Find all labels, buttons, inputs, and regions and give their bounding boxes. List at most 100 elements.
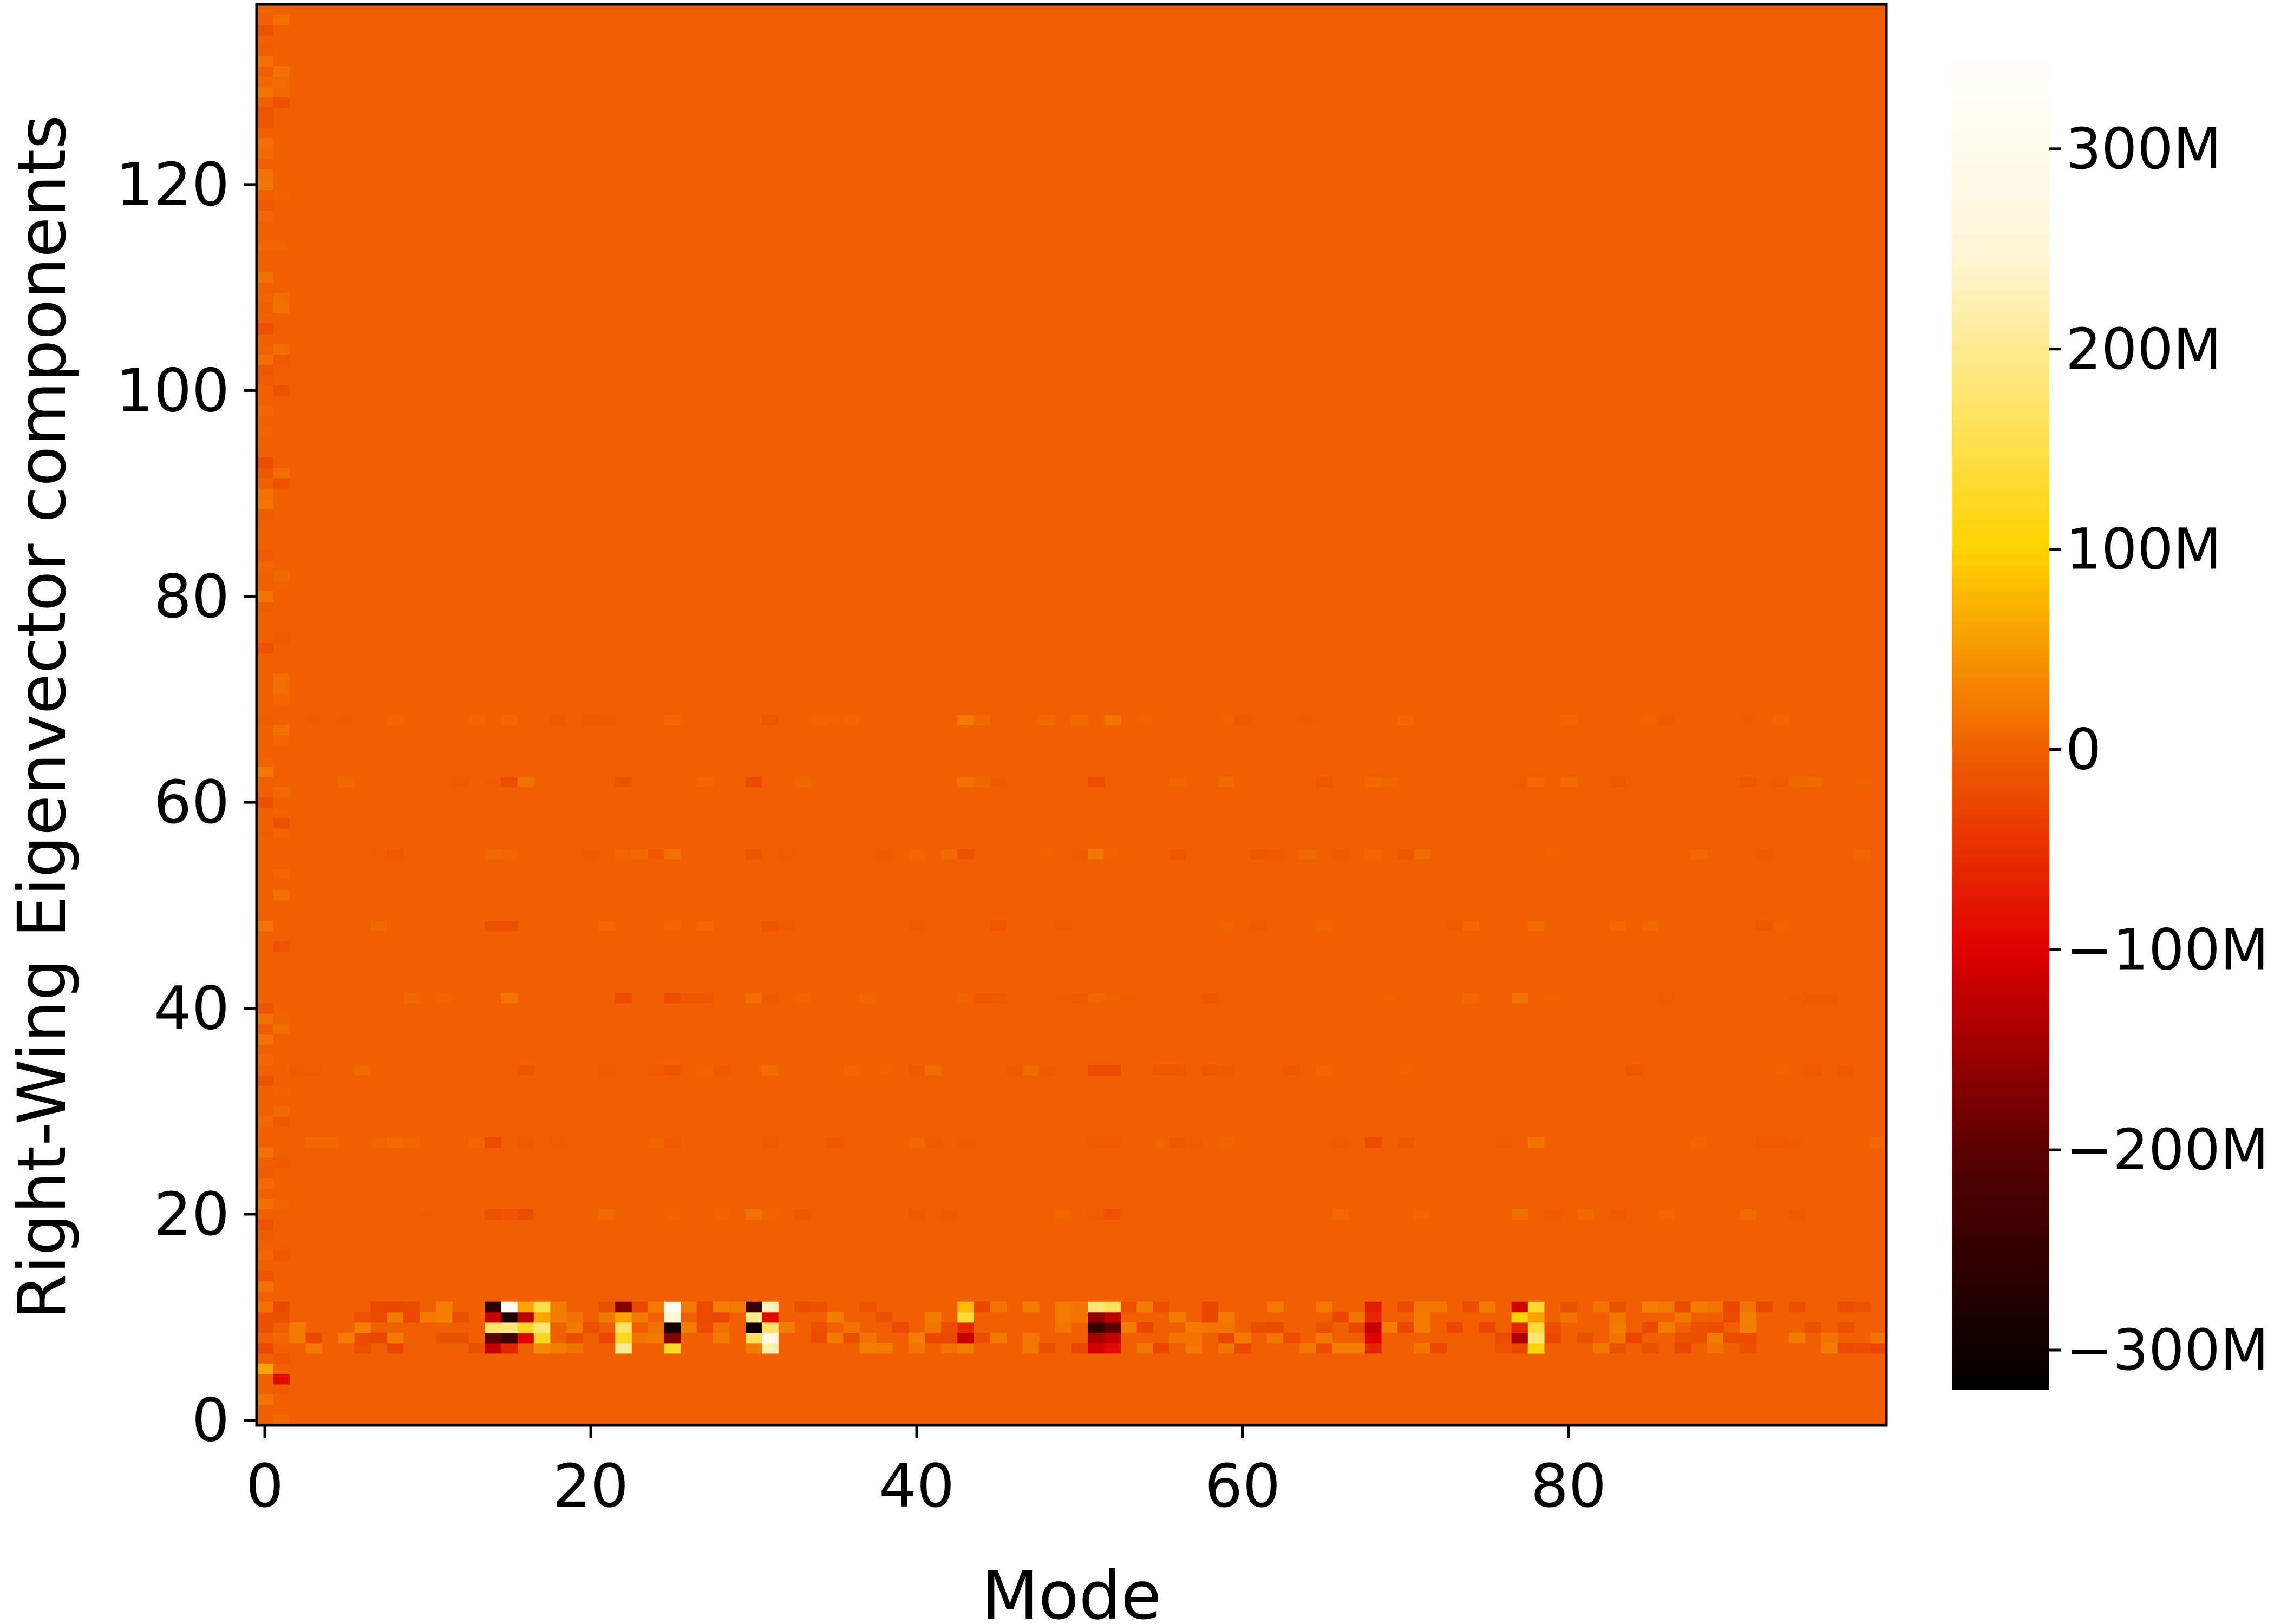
heatmap-cell [1088,848,1105,860]
heatmap-cell [859,1343,877,1354]
heatmap-cell [1153,1065,1170,1076]
heatmap-cell [1658,1301,1675,1313]
heatmap-cell [941,1343,958,1354]
heatmap-cell [403,1301,420,1313]
heatmap-cell [827,1312,844,1323]
heatmap-cell [1088,1209,1105,1220]
heatmap-cell [1234,1343,1251,1354]
heatmap-cell [1201,1312,1219,1323]
heatmap-cell [370,1312,388,1323]
colorbar-axis: −300M −200M −100M 0 100M 200M 300M [2049,116,2269,1383]
heatmap-cell [1414,1312,1430,1323]
heatmap-cell [354,1322,371,1333]
heatmap-cell [957,776,974,788]
heatmap-cell [1740,776,1756,788]
heatmap-cell [1821,1343,1838,1354]
heatmap-cell [273,673,290,684]
heatmap-cell [1071,1312,1088,1323]
heatmap-cell [1430,1343,1447,1354]
heatmap-cell [957,1137,974,1148]
heatmap-cell [273,581,290,592]
heatmap-cell [289,1322,306,1333]
heatmap-cell [1527,1137,1545,1148]
heatmap-cell [811,715,828,726]
heatmap-cell [1430,1301,1447,1313]
heatmap-cell [1299,1343,1317,1354]
heatmap-cell [1364,1343,1382,1354]
heatmap-cell [257,1219,273,1230]
heatmap-cell [1104,1209,1121,1220]
heatmap-cell [1788,1137,1806,1148]
heatmap-cell [1185,1332,1203,1344]
heatmap-cell [1251,920,1267,932]
heatmap-cell [1853,1343,1871,1354]
heatmap-cell [664,1301,681,1313]
heatmap-cell [1071,715,1088,726]
heatmap-cell [501,776,518,788]
heatmap-cell [1088,1332,1105,1344]
heatmap-cell [1185,1343,1203,1354]
heatmap-cell [957,1332,974,1344]
heatmap-cell [1837,1301,1854,1313]
heatmap-cell [273,66,290,77]
heatmap-cell [1071,1301,1088,1313]
heatmap-cell [746,1322,762,1333]
heatmap-cell [273,1013,290,1024]
heatmap-cell [1234,1332,1251,1344]
heatmap-cell [485,1209,502,1220]
heatmap-cell [338,1332,355,1344]
heatmap-cell [696,920,714,932]
heatmap-cell [257,1312,273,1323]
heatmap-cell [1609,920,1626,932]
heatmap-cell [1201,1065,1219,1076]
heatmap-cell [1022,1343,1040,1354]
heatmap-cell [257,303,273,314]
heatmap-cell [550,1343,567,1354]
heatmap-cell [1658,715,1675,726]
heatmap-cell [957,993,974,1004]
heatmap-cell [762,993,779,1004]
heatmap-cell [583,1322,599,1333]
heatmap-cell [1397,848,1414,860]
heatmap-cell [517,1209,534,1220]
heatmap-cell [1267,1332,1284,1344]
heatmap-cell [257,117,273,128]
heatmap-cell [1022,1301,1040,1313]
heatmap-cell [1136,1301,1154,1313]
heatmap-cell [257,241,273,252]
heatmap-cell [257,1229,273,1241]
heatmap-cell [1740,1332,1756,1344]
heatmap-cell [599,715,616,726]
heatmap-cell [370,920,388,932]
heatmap-cell [1055,1322,1072,1333]
heatmap-cell [1104,1065,1121,1076]
heatmap-cell [257,601,273,612]
heatmap-cell [1870,1343,1887,1354]
heatmap-cell [517,1065,534,1076]
heatmap-cell [257,272,273,283]
heatmap-cell [794,776,811,788]
heatmap-cell [387,1343,404,1354]
heatmap-cell [1853,848,1871,860]
heatmap-cell [1625,1065,1643,1076]
x-tick-label: 40 [879,1451,955,1521]
heatmap-cell [1120,1322,1137,1333]
heatmap-cell [1560,1312,1577,1323]
heatmap-cell [517,1332,534,1344]
heatmap-cell [257,1332,273,1344]
heatmap-cell [273,1116,290,1127]
heatmap-cell [273,550,290,561]
heatmap-cell [1414,848,1430,860]
heatmap-cell [973,993,991,1004]
heatmap-cell [273,292,290,304]
heatmap-cell [501,715,518,726]
heatmap-cell [485,848,502,860]
heatmap-cell [762,715,779,726]
heatmap-cell [1495,1332,1512,1344]
heatmap-cell [1218,776,1235,788]
heatmap-cell [485,920,502,932]
heatmap-cell [973,1332,991,1344]
heatmap-cell [1609,1301,1626,1313]
heatmap-cell [1609,1343,1626,1354]
heatmap-cell [257,87,273,97]
